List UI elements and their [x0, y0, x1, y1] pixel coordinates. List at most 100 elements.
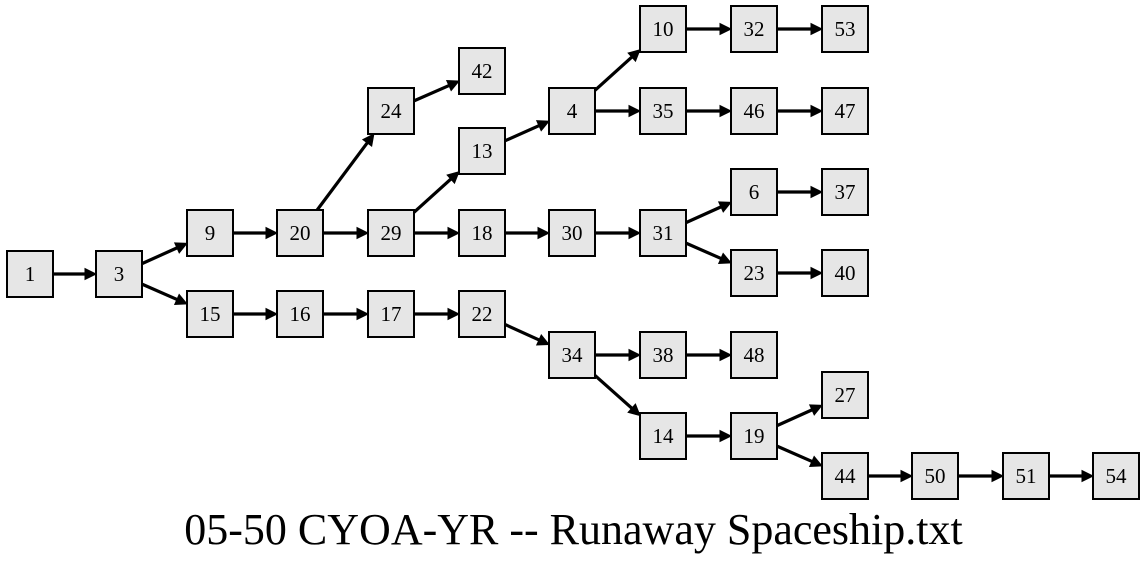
- arrowhead-29-13: [446, 170, 460, 185]
- node-label: 31: [653, 221, 674, 245]
- arrowhead-20-29: [356, 226, 370, 240]
- node-label: 18: [472, 221, 493, 245]
- node-box: [730, 87, 778, 135]
- arrowhead-24-42: [445, 79, 461, 92]
- node-label: 23: [744, 261, 765, 285]
- node-label: 37: [835, 180, 856, 204]
- node-box: [730, 249, 778, 297]
- node-20: 20: [276, 209, 324, 257]
- edge-3-15: [141, 282, 178, 301]
- arrowhead-31-6: [717, 201, 733, 213]
- arrowhead-34-38: [628, 348, 642, 362]
- node-10: 10: [639, 5, 687, 53]
- node-box: [458, 47, 506, 95]
- node-box: [276, 209, 324, 257]
- node-box: [458, 127, 506, 175]
- nodes-layer: 1 391520162429174213182243034103531381432…: [6, 5, 1140, 500]
- node-label: 19: [744, 424, 765, 448]
- node-40: 40: [821, 249, 869, 297]
- node-label: 10: [653, 17, 674, 41]
- node-label: 48: [744, 343, 765, 367]
- arrowhead-31-23: [717, 252, 733, 265]
- arrowhead-13-4: [535, 120, 551, 132]
- arrowhead-9-20: [265, 226, 279, 240]
- node-47: 47: [821, 87, 869, 135]
- node-box: [730, 331, 778, 379]
- node-label: 53: [835, 17, 856, 41]
- arrowhead-38-48: [719, 348, 733, 362]
- node-50: 50: [911, 452, 959, 500]
- node-24: 24: [367, 87, 415, 135]
- node-1: 1: [6, 250, 54, 298]
- node-label: 6: [749, 180, 760, 204]
- node-box: [730, 168, 778, 216]
- node-35: 35: [639, 87, 687, 135]
- node-53: 53: [821, 5, 869, 53]
- node-box: [639, 412, 687, 460]
- node-label: 15: [200, 302, 221, 326]
- node-label: 54: [1106, 464, 1128, 488]
- node-box: [95, 250, 143, 298]
- node-14: 14: [639, 412, 687, 460]
- node-box: [276, 290, 324, 338]
- node-box: [911, 452, 959, 500]
- node-label: 1: [25, 262, 36, 286]
- node-box: [730, 412, 778, 460]
- edge-4-10: [593, 55, 633, 92]
- node-label: 20: [290, 221, 311, 245]
- node-box: [6, 250, 54, 298]
- node-label: 16: [290, 302, 311, 326]
- node-box: [186, 209, 234, 257]
- edge-31-6: [685, 205, 722, 225]
- edge-19-27: [776, 408, 813, 428]
- node-15: 15: [186, 290, 234, 338]
- node-label: 34: [562, 343, 584, 367]
- node-box: [639, 5, 687, 53]
- arrowhead-18-30: [537, 226, 551, 240]
- node-box: [821, 5, 869, 53]
- edge-24-42: [413, 84, 450, 103]
- edge-34-14: [593, 374, 633, 410]
- arrowhead-22-34: [535, 334, 551, 346]
- node-23: 23: [730, 249, 778, 297]
- node-label: 38: [653, 343, 674, 367]
- node-18: 18: [458, 209, 506, 257]
- arrowhead-1-3: [84, 267, 98, 281]
- node-label: 24: [381, 99, 403, 123]
- node-label: 30: [562, 221, 583, 245]
- arrowhead-34-14: [627, 403, 641, 417]
- arrowhead-19-27: [808, 404, 824, 416]
- node-box: [639, 209, 687, 257]
- arrowhead-15-16: [265, 307, 279, 321]
- node-16: 16: [276, 290, 324, 338]
- node-box: [821, 371, 869, 419]
- node-31: 31: [639, 209, 687, 257]
- node-box: [1002, 452, 1050, 500]
- arrowhead-16-17: [356, 307, 370, 321]
- arrowhead-23-40: [810, 266, 824, 280]
- diagram-caption: 05-50 CYOA-YR -- Runaway Spaceship.txt: [184, 505, 963, 554]
- node-box: [821, 452, 869, 500]
- arrowhead-51-54: [1081, 469, 1095, 483]
- node-42: 42: [458, 47, 506, 95]
- node-label: 42: [472, 59, 493, 83]
- node-17: 17: [367, 290, 415, 338]
- edge-3-9: [141, 246, 178, 266]
- arrowhead-3-15: [173, 293, 189, 306]
- node-label: 9: [205, 221, 216, 245]
- node-box: [367, 87, 415, 135]
- arrowhead-19-44: [808, 455, 824, 468]
- arrowhead-32-53: [810, 22, 824, 36]
- arrowhead-46-47: [810, 104, 824, 118]
- arrowhead-4-10: [627, 48, 641, 63]
- node-box: [367, 209, 415, 257]
- node-label: 50: [925, 464, 946, 488]
- node-label: 40: [835, 261, 856, 285]
- node-box: [730, 5, 778, 53]
- arrowhead-3-9: [173, 242, 189, 254]
- arrowhead-35-46: [719, 104, 733, 118]
- node-3: 3: [95, 250, 143, 298]
- node-label: 46: [744, 99, 765, 123]
- node-box: [186, 290, 234, 338]
